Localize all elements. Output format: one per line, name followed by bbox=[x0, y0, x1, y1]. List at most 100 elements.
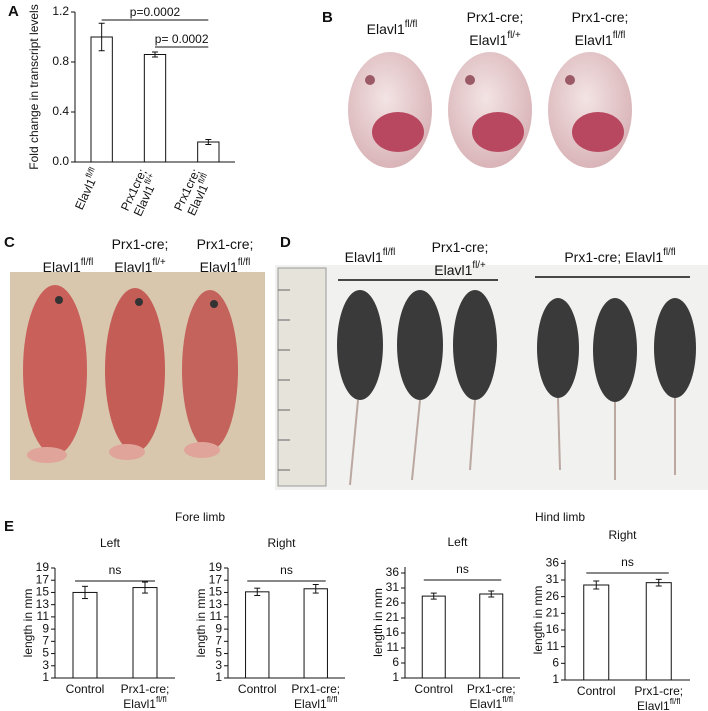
chart-title: Left bbox=[447, 535, 468, 549]
annotation: ns bbox=[456, 562, 469, 576]
bar bbox=[303, 588, 328, 679]
panel-label: C bbox=[4, 234, 15, 251]
photo-label: Prx1-cre; Elavl1fl/fl bbox=[197, 236, 254, 275]
bar bbox=[421, 595, 446, 679]
photo-label-line: Elavl1 bbox=[367, 21, 405, 37]
photo-label-line: Prx1-cre; bbox=[572, 9, 629, 25]
photo-label-sup: fl/fl bbox=[663, 247, 676, 258]
x-tick-label-sup: fl/fl bbox=[327, 694, 338, 704]
photo-label-sup: fl/fl bbox=[238, 257, 251, 268]
photo-label: Prx1-cre; Elavl1fl/+ bbox=[432, 239, 489, 278]
y-tick-label: 15 bbox=[209, 585, 223, 599]
x-tick-label-sup: fl/fl bbox=[196, 171, 210, 185]
y-tick-label: 11 bbox=[387, 640, 400, 654]
y-tick-label: 16 bbox=[386, 625, 400, 639]
y-tick-label: 1 bbox=[215, 670, 222, 684]
annotation: p=0.0002 bbox=[130, 5, 181, 19]
y-axis-label: length in mm bbox=[531, 586, 545, 655]
y-tick-label: 11 bbox=[547, 639, 560, 653]
y-tick-label: 6 bbox=[552, 656, 559, 670]
x-tick-label-line: Control bbox=[414, 682, 453, 696]
photo-label: Prx1-cre; Elavl1fl/fl bbox=[572, 9, 629, 48]
y-tick-label: 1 bbox=[392, 670, 399, 684]
x-tick-label-line: Elavl1 bbox=[637, 699, 670, 711]
photo-label-line: Prx1-cre; bbox=[432, 239, 489, 255]
photo-label: Prx1-cre; Elavl1fl/+ bbox=[112, 236, 169, 275]
photo-label-sup: fl/fl bbox=[405, 19, 418, 30]
photo-label-line: Prx1-cre; bbox=[112, 236, 169, 252]
y-tick-label: 16 bbox=[546, 622, 560, 636]
photo-label-line: Prx1-cre; Elavl1 bbox=[564, 249, 663, 265]
y-tick-label: 31 bbox=[546, 572, 560, 586]
x-tick-label: Elavl1fl/fl bbox=[70, 165, 104, 212]
chart-title: Right bbox=[267, 536, 296, 550]
y-tick-label: 1 bbox=[552, 672, 559, 686]
photo-label-line: Prx1-cre; bbox=[467, 9, 524, 25]
annotation: ns bbox=[280, 563, 293, 577]
y-axis-label: length in mm bbox=[371, 588, 385, 657]
photo-label: Elavl1fl/fl bbox=[345, 247, 396, 265]
y-tick-label: 36 bbox=[386, 565, 400, 579]
annotation: ns bbox=[109, 563, 122, 577]
photo-label: Prx1-cre; Elavl1fl/fl bbox=[564, 247, 675, 265]
y-tick-label: 19 bbox=[209, 560, 223, 574]
y-tick-label: 17 bbox=[36, 572, 50, 586]
x-tick-label: Prx1-cre; Elavl1fl/fl bbox=[467, 682, 516, 711]
x-tick-label: Control bbox=[238, 682, 277, 696]
bar bbox=[645, 582, 672, 681]
bar bbox=[132, 587, 158, 679]
y-axis-label: length in mm bbox=[21, 589, 35, 658]
photo-label: Elavl1fl/fl bbox=[43, 257, 94, 275]
x-tick-label-line: Elavl1 bbox=[294, 697, 327, 711]
y-tick-label: 11 bbox=[210, 609, 223, 623]
y-tick-label: 19 bbox=[36, 560, 50, 574]
y-tick-label: 0.0 bbox=[52, 154, 69, 168]
photo-label-sup: fl/+ bbox=[472, 260, 486, 271]
y-tick-label: 5 bbox=[42, 646, 49, 660]
x-tick-label-line: Control bbox=[238, 682, 277, 696]
photo-label-line: Elavl1 bbox=[114, 259, 152, 275]
panel-label: E bbox=[4, 518, 14, 535]
x-tick-label-sup: fl/fl bbox=[156, 694, 167, 704]
chart-title: Right bbox=[608, 528, 637, 542]
y-tick-label: 11 bbox=[37, 609, 50, 623]
y-tick-label: 26 bbox=[546, 589, 560, 603]
photo-b bbox=[325, 2, 708, 200]
y-tick-label: 3 bbox=[215, 658, 222, 672]
x-tick-label-line: Prx1-cre; bbox=[121, 682, 170, 696]
panel-label: B bbox=[322, 9, 333, 26]
x-tick-label: Prx1cre;Elavl1fl/fl bbox=[171, 167, 215, 219]
photo-label-line: Elavl1 bbox=[575, 32, 613, 48]
bar bbox=[72, 591, 98, 679]
photo-label-line: Elavl1 bbox=[43, 259, 81, 275]
bar bbox=[479, 593, 504, 679]
y-tick-label: 13 bbox=[36, 597, 50, 611]
x-tick-label-line: Elavl1 bbox=[123, 697, 156, 711]
photo-label-line: Elavl1 bbox=[434, 262, 472, 278]
photo-label-sup: fl/fl bbox=[383, 247, 396, 258]
x-tick-label-sup: fl/fl bbox=[502, 694, 513, 704]
photo-label-line: Elavl1 bbox=[469, 32, 507, 48]
bar bbox=[245, 591, 270, 679]
photo-label: Prx1-cre; Elavl1fl/+ bbox=[467, 9, 524, 48]
y-tick-label: 36 bbox=[546, 556, 560, 570]
y-tick-label: 9 bbox=[42, 621, 49, 635]
y-axis-label: length in mm bbox=[194, 589, 208, 658]
x-tick-label-line: Prx1-cre; bbox=[634, 684, 683, 698]
annotation: p= 0.0002 bbox=[155, 32, 209, 46]
photo-c bbox=[10, 272, 265, 480]
y-tick-label: 21 bbox=[386, 610, 400, 624]
y-tick-label: 31 bbox=[386, 580, 400, 594]
y-tick-label: 3 bbox=[42, 658, 49, 672]
y-tick-label: 9 bbox=[215, 621, 222, 635]
x-tick-label-line: Elavl1 bbox=[470, 697, 503, 711]
photo-label-sup: fl/fl bbox=[81, 257, 94, 268]
x-tick-label: Control bbox=[414, 682, 453, 696]
y-tick-label: 1.2 bbox=[52, 4, 69, 18]
panel-label: D bbox=[280, 234, 291, 251]
photo-label-sup: fl/+ bbox=[507, 30, 521, 41]
y-tick-label: 7 bbox=[215, 634, 222, 648]
y-tick-label: 26 bbox=[386, 595, 400, 609]
y-tick-label: 13 bbox=[209, 597, 223, 611]
